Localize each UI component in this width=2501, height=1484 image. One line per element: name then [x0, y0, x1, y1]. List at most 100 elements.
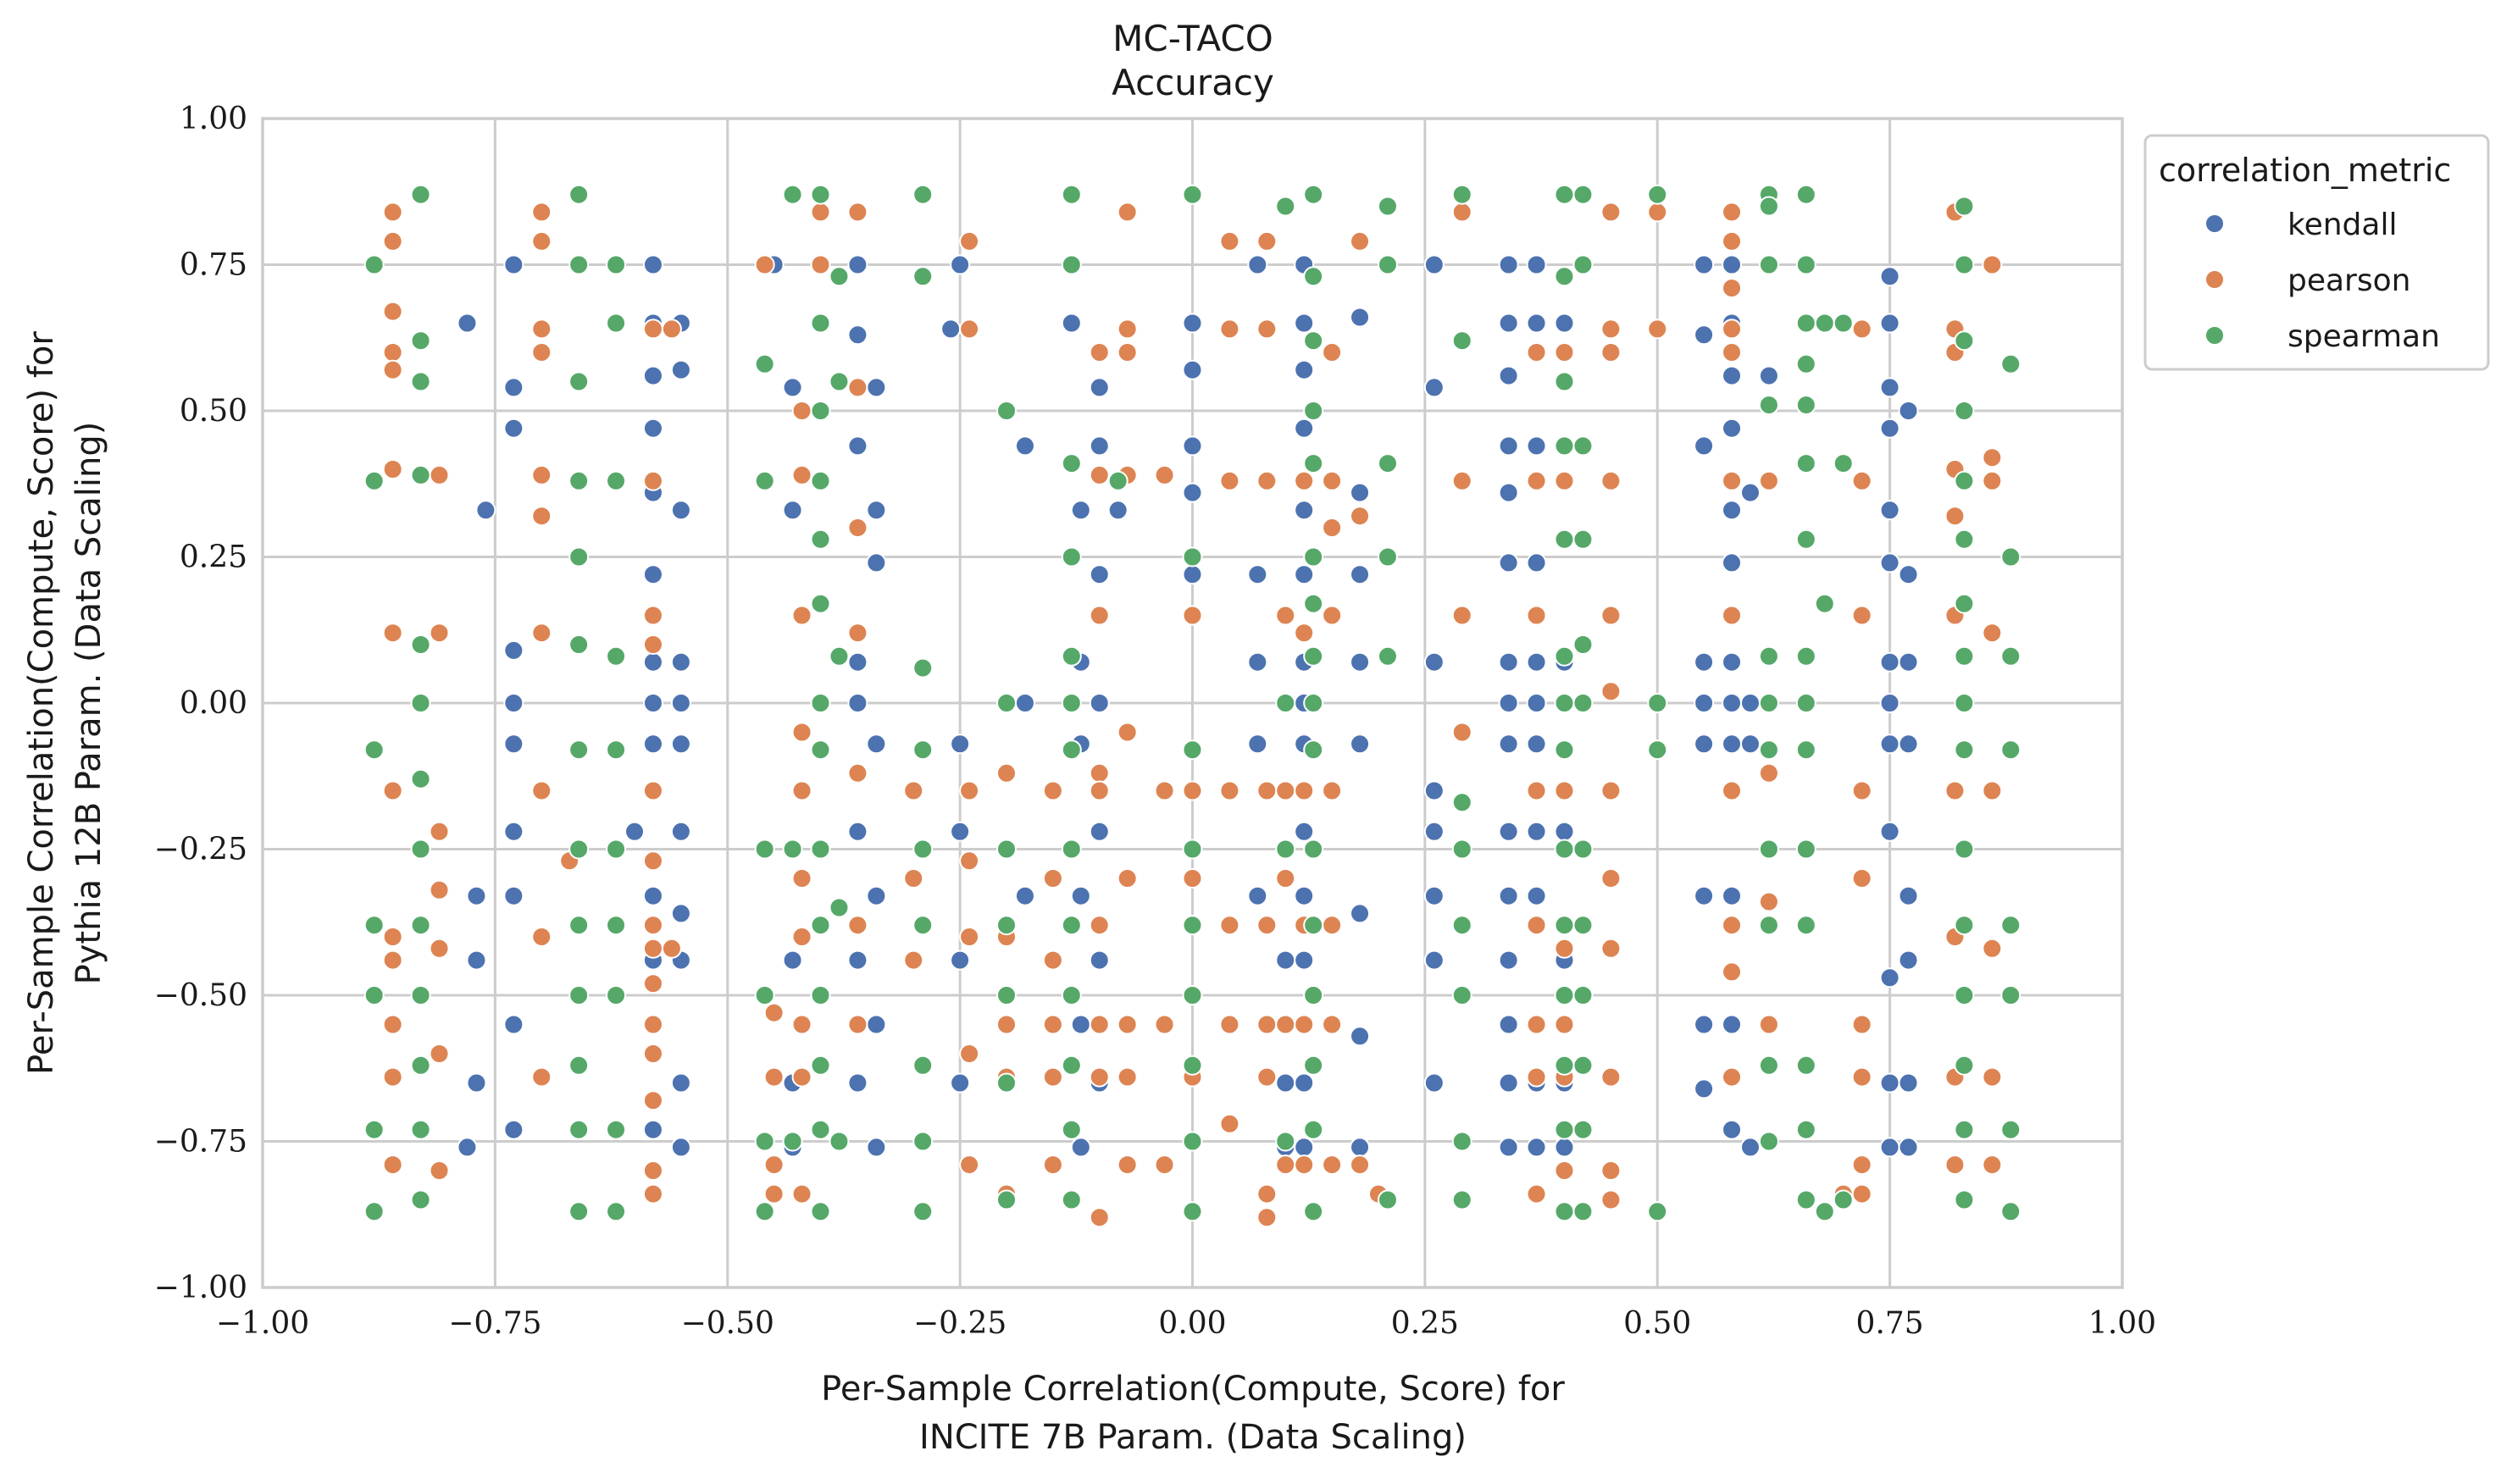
- point-pearson: [1219, 1014, 1240, 1035]
- point-spearman: [606, 254, 627, 275]
- point-spearman: [1182, 985, 1203, 1005]
- point-kendall: [1879, 377, 1900, 398]
- point-pearson: [791, 1066, 812, 1088]
- point-kendall: [1182, 359, 1203, 380]
- point-spearman: [912, 739, 934, 761]
- x-tick-label: 1.00: [2088, 1306, 2156, 1341]
- point-spearman: [1954, 254, 1975, 275]
- point-pearson: [642, 1160, 663, 1181]
- point-kendall: [866, 377, 887, 398]
- point-pearson: [1256, 915, 1278, 936]
- point-pearson: [382, 1155, 403, 1176]
- point-spearman: [1303, 266, 1324, 287]
- point-spearman: [1554, 839, 1575, 860]
- point-spearman: [1303, 739, 1324, 761]
- point-spearman: [410, 1189, 431, 1210]
- y-tick-label: 1.00: [180, 102, 247, 136]
- point-pearson: [1851, 780, 1872, 801]
- point-spearman: [912, 657, 934, 678]
- point-spearman: [568, 1119, 590, 1140]
- point-spearman: [1758, 1055, 1779, 1076]
- point-kendall: [670, 651, 691, 673]
- y-tick-label: 0.00: [180, 686, 247, 721]
- point-pearson: [1182, 605, 1203, 626]
- point-spearman: [1758, 395, 1779, 416]
- point-kendall: [1247, 734, 1268, 755]
- point-pearson: [1219, 318, 1240, 340]
- point-spearman: [754, 1131, 775, 1152]
- point-spearman: [1182, 1131, 1203, 1152]
- point-spearman: [1451, 184, 1472, 205]
- point-pearson: [763, 1183, 785, 1204]
- point-spearman: [1061, 839, 1082, 860]
- point-kendall: [1879, 500, 1900, 521]
- point-pearson: [1350, 506, 1371, 527]
- point-kendall: [1879, 693, 1900, 713]
- point-spearman: [912, 266, 934, 287]
- point-pearson: [1526, 1066, 1547, 1088]
- point-kendall: [1275, 950, 1296, 971]
- y-tick-label: 0.50: [180, 394, 247, 429]
- point-spearman: [1303, 1055, 1324, 1076]
- x-tick-label: −0.50: [681, 1306, 774, 1341]
- point-pearson: [531, 623, 552, 644]
- point-pearson: [1982, 1066, 2003, 1088]
- point-spearman: [606, 1201, 627, 1222]
- point-kendall: [1294, 359, 1315, 380]
- point-kendall: [1722, 1119, 1743, 1140]
- point-spearman: [410, 693, 431, 713]
- point-spearman: [996, 1189, 1017, 1210]
- point-pearson: [1526, 780, 1547, 801]
- point-pearson: [382, 1014, 403, 1035]
- point-pearson: [1851, 1183, 1872, 1204]
- point-spearman: [568, 985, 590, 1005]
- point-kendall: [1350, 651, 1371, 673]
- point-kendall: [1526, 693, 1547, 713]
- point-kendall: [1526, 254, 1547, 275]
- point-kendall: [1879, 1137, 1900, 1158]
- point-pearson: [959, 850, 980, 872]
- point-pearson: [763, 1066, 785, 1088]
- y-axis-label-line2: Pythia 12B Param. (Data Scaling): [69, 422, 108, 985]
- point-spearman: [996, 915, 1017, 936]
- point-pearson: [1322, 470, 1343, 491]
- point-pearson: [1256, 318, 1278, 340]
- point-pearson: [531, 464, 552, 485]
- point-pearson: [642, 470, 663, 491]
- point-pearson: [1554, 342, 1575, 363]
- legend-label-pearson: pearson: [2288, 263, 2410, 298]
- point-pearson: [1600, 938, 1622, 959]
- point-pearson: [1350, 1155, 1371, 1176]
- point-spearman: [1572, 634, 1594, 655]
- point-kendall: [1898, 950, 1919, 971]
- point-spearman: [363, 985, 385, 1005]
- plot-frame: [261, 117, 2124, 1289]
- point-spearman: [810, 1119, 831, 1140]
- point-spearman: [1833, 313, 1854, 334]
- point-spearman: [1954, 839, 1975, 860]
- point-pearson: [1600, 202, 1622, 223]
- point-spearman: [1954, 985, 1975, 1005]
- point-spearman: [1954, 1189, 1975, 1210]
- point-pearson: [1722, 605, 1743, 626]
- point-kendall: [624, 821, 645, 842]
- point-pearson: [903, 780, 924, 801]
- point-spearman: [363, 1201, 385, 1222]
- point-spearman: [1182, 1201, 1203, 1222]
- point-spearman: [1647, 184, 1668, 205]
- point-spearman: [1572, 1055, 1594, 1076]
- point-kendall: [503, 821, 524, 842]
- point-spearman: [829, 1131, 850, 1152]
- point-pearson: [642, 780, 663, 801]
- point-kendall: [1350, 564, 1371, 585]
- point-spearman: [1061, 645, 1082, 667]
- point-kendall: [1350, 734, 1371, 755]
- point-pearson: [1154, 1014, 1175, 1035]
- point-spearman: [363, 1119, 385, 1140]
- point-kendall: [1740, 734, 1761, 755]
- point-pearson: [1600, 780, 1622, 801]
- point-kendall: [1423, 651, 1445, 673]
- point-kendall: [1554, 821, 1575, 842]
- x-tick-label: 0.50: [1623, 1306, 1691, 1341]
- point-kendall: [1498, 365, 1519, 386]
